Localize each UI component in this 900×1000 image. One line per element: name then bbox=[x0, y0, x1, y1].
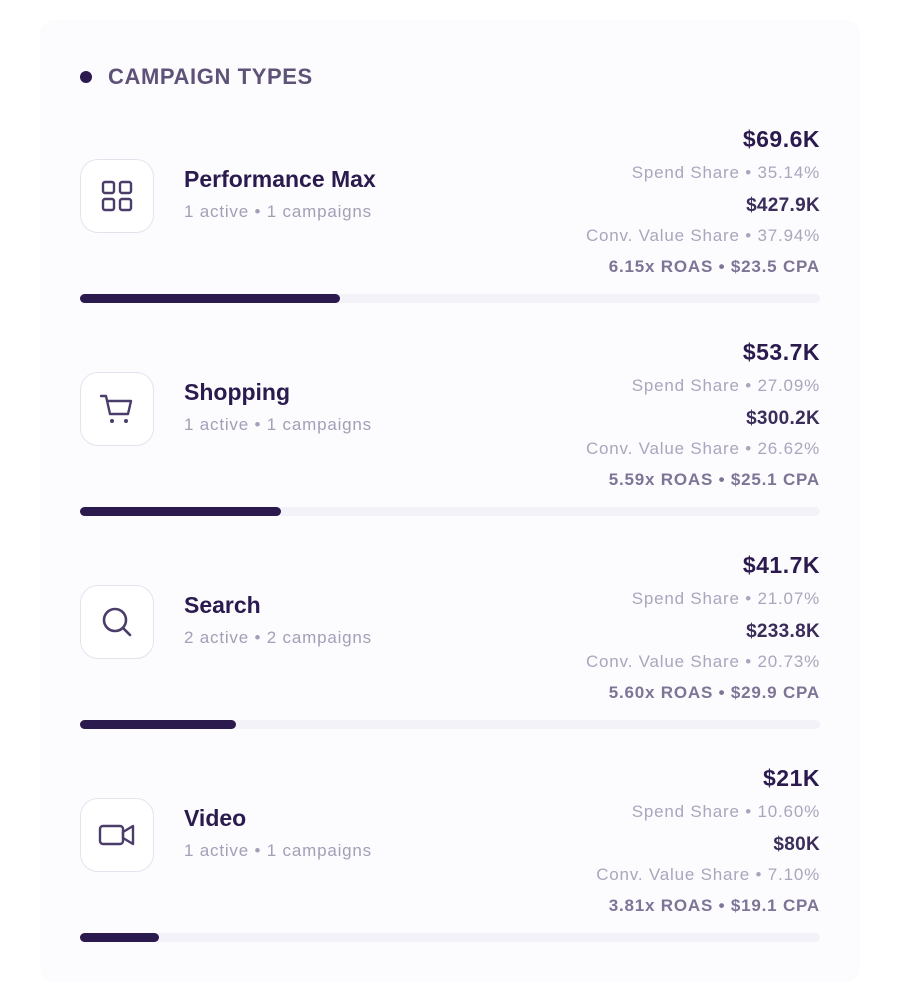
spend-value: $53.7K bbox=[742, 339, 820, 365]
roas-cpa: 3.81x ROAS • $19.1 CPA bbox=[608, 896, 820, 915]
conv-value: $233.8K bbox=[746, 621, 820, 642]
search-icon bbox=[80, 585, 154, 659]
campaign-meta: 1 active • 1 campaigns bbox=[184, 415, 372, 434]
campaign-name: Shopping bbox=[184, 379, 291, 405]
campaign-row-search[interactable]: Search 2 active • 2 campaigns $41.7K Spe… bbox=[80, 548, 820, 724]
spend-share: Spend Share • 10.60% bbox=[631, 802, 820, 821]
conv-value: $80K bbox=[773, 834, 820, 855]
roas-cpa: 6.15x ROAS • $23.5 CPA bbox=[608, 257, 820, 276]
campaign-name: Performance Max bbox=[184, 166, 376, 192]
spend-share-bar-fill bbox=[80, 933, 159, 942]
campaign-row-shopping[interactable]: Shopping 1 active • 1 campaigns $53.7K S… bbox=[80, 335, 820, 511]
campaign-meta: 2 active • 2 campaigns bbox=[184, 628, 372, 647]
spend-share-bar bbox=[80, 933, 820, 942]
spend-share: Spend Share • 27.09% bbox=[631, 376, 820, 395]
section-title: CAMPAIGN TYPES bbox=[108, 64, 313, 89]
spend-share-bar bbox=[80, 507, 820, 516]
spend-share: Spend Share • 21.07% bbox=[631, 589, 820, 608]
roas-cpa: 5.60x ROAS • $29.9 CPA bbox=[608, 683, 820, 702]
video-camera-icon bbox=[80, 798, 154, 872]
conv-value: $300.2K bbox=[746, 408, 820, 429]
conv-value-share: Conv. Value Share • 7.10% bbox=[596, 865, 820, 884]
conv-value-share: Conv. Value Share • 26.62% bbox=[585, 439, 820, 458]
conv-value: $427.9K bbox=[746, 195, 820, 216]
spend-value: $21K bbox=[763, 765, 820, 791]
campaign-meta: 1 active • 1 campaigns bbox=[184, 202, 372, 221]
bullet-dot bbox=[80, 71, 92, 83]
spend-share-bar bbox=[80, 294, 820, 303]
spend-value: $41.7K bbox=[742, 552, 820, 578]
campaign-row-performance-max[interactable]: Performance Max 1 active • 1 campaigns $… bbox=[80, 122, 820, 298]
spend-share-bar-fill bbox=[80, 720, 237, 729]
spend-value: $69.6K bbox=[742, 126, 820, 152]
spend-share-bar-fill bbox=[80, 507, 281, 516]
grid-icon bbox=[80, 159, 154, 233]
shopping-cart-icon bbox=[80, 372, 154, 446]
roas-cpa: 5.59x ROAS • $25.1 CPA bbox=[608, 470, 820, 489]
conv-value-share: Conv. Value Share • 20.73% bbox=[585, 652, 820, 671]
campaign-name: Search bbox=[184, 592, 261, 618]
campaign-meta: 1 active • 1 campaigns bbox=[184, 841, 372, 860]
campaign-name: Video bbox=[184, 805, 247, 831]
section-header: CAMPAIGN TYPES bbox=[80, 60, 313, 94]
campaign-types-card bbox=[40, 20, 860, 982]
campaign-row-video[interactable]: Video 1 active • 1 campaigns $21K Spend … bbox=[80, 761, 820, 937]
spend-share-bar-fill bbox=[80, 294, 341, 303]
conv-value-share: Conv. Value Share • 37.94% bbox=[585, 226, 820, 245]
spend-share: Spend Share • 35.14% bbox=[631, 163, 820, 182]
spend-share-bar bbox=[80, 720, 820, 729]
